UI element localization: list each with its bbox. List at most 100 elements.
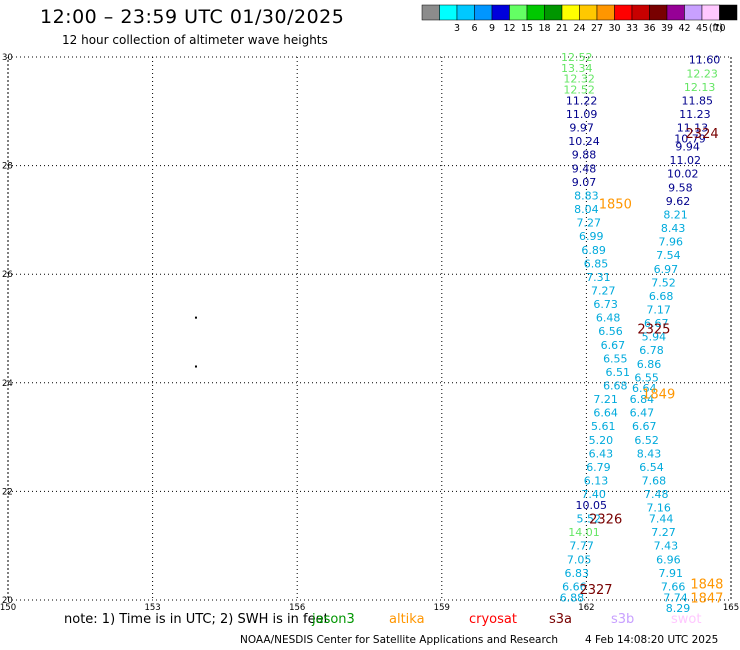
sample-dot [194,316,197,319]
swh-value-label: 7.27 [591,284,616,297]
swh-value-label: 8.29 [666,602,691,615]
swh-value-label: 6.83 [565,567,590,580]
track-id-label: 2324 [686,127,719,142]
legend-color-swatch [596,4,615,21]
swh-value-label: 11.13 [677,122,709,135]
legend-tick-label: 33 [626,23,638,34]
legend-color-swatch [544,4,563,21]
swh-value-label: 5.94 [642,331,667,344]
swh-value-label: 6.52 [634,434,659,447]
satellite-legend-s3a: s3a [549,612,573,627]
legend-tick-label: 39 [661,23,673,34]
swh-value-label: 6.55 [603,352,628,365]
track-id-label: 2327 [579,583,612,598]
satellite-legend-s3b: s3b [611,612,635,627]
swh-value-label: 7.68 [642,475,667,488]
legend-color-swatch [491,4,510,21]
note-text: note: 1) Time is in UTC; 2) SWH is in fe… [64,612,329,627]
legend-color-swatch [614,4,633,21]
swh-value-label: 6.47 [630,407,655,420]
legend-tick-label: 9 [489,23,495,34]
swh-value-label: 12.23 [686,67,718,80]
legend-tick-label: 18 [538,23,550,34]
swh-value-label: 11.22 [566,94,598,107]
legend-color-swatch [666,4,685,21]
swh-value-label: 6.13 [584,475,609,488]
x-tick-label: 165 [723,603,739,613]
swh-value-label: 7.31 [586,271,611,284]
sample-dot [194,365,197,368]
y-tick-label: 20 [2,596,13,606]
swh-value-label: 10.05 [575,499,607,512]
swh-value-label: 7.96 [659,236,684,249]
swh-value-label: 7.44 [649,513,674,526]
satellite-legend-cryosat: cryosat [469,612,517,627]
x-tick-label: 162 [578,603,594,613]
legend-color-swatch [439,4,458,21]
swh-value-label: 6.73 [593,298,618,311]
swh-value-label: 11.60 [689,54,721,67]
legend-color-swatch [631,4,650,21]
swh-value-label: 10.79 [674,132,706,145]
track-id-label: 2325 [637,323,670,338]
legend-tick-label: 24 [573,23,585,34]
legend-tick-label: 30 [608,23,620,34]
swh-value-label: 9.62 [666,195,691,208]
swh-value-label: 9.48 [572,162,597,175]
legend-tick-label: 6 [471,23,477,34]
legend-color-swatch [579,4,598,21]
swh-value-label: 6.64 [593,407,618,420]
swh-value-label: 6.86 [637,358,662,371]
legend-color-swatch [456,4,475,21]
swh-value-label: 8.21 [663,208,688,221]
swh-value-label: 8.04 [574,203,599,216]
swh-value-label: 7.21 [593,393,618,406]
swh-value-label: 7.43 [654,540,679,553]
swh-value-label: 12.52 [563,84,595,97]
swh-value-label: 11.02 [669,154,701,167]
legend-color-swatch [701,4,720,21]
swh-value-label: 6.66 [562,580,587,593]
swh-value-label: 13.34 [561,62,593,75]
legend-color-swatch [509,4,528,21]
swh-value-label: 6.79 [586,461,611,474]
swh-value-label: 9.07 [572,176,597,189]
legend-tick-label: 3 [454,23,460,34]
x-tick-label: 153 [144,603,160,613]
swh-value-label: 6.64 [632,382,657,395]
swh-value-label: 6.96 [656,553,681,566]
swh-value-label: 6.88 [560,591,585,604]
swh-value-label: 6.99 [579,230,604,243]
track-id-label: 2326 [589,513,622,528]
swh-value-label: 12.52 [561,51,593,64]
swh-value-label: 5.61 [591,420,616,433]
swh-value-label: 7.77 [569,540,594,553]
swh-value-label: 6.43 [589,447,614,460]
swh-value-label: 6.85 [584,257,609,270]
swh-value-label: 6.54 [639,461,664,474]
swh-value-label: 11.85 [682,94,714,107]
swh-value-label: 6.67 [632,420,657,433]
swh-value-label: 5.52 [577,513,602,526]
chart-subtitle: 12 hour collection of altimeter wave hei… [62,33,328,47]
swh-value-label: 5.20 [589,434,614,447]
legend-color-swatch [526,4,545,21]
swh-value-label: 7.40 [581,488,606,501]
swh-value-label: 6.68 [603,380,628,393]
swh-value-label: 8.83 [574,189,599,202]
swh-value-label: 7.27 [651,526,676,539]
chart-title: 12:00 – 23:59 UTC 01/30/2025 [40,6,345,28]
legend-color-swatch [561,4,580,21]
swh-value-label: 6.48 [596,312,621,325]
legend-unit-label: (ft) [709,23,723,34]
plot-frame [7,56,732,601]
x-tick-label: 156 [289,603,305,613]
legend-tick-label: 21 [556,23,568,34]
legend-tick-label: 27 [591,23,603,34]
swh-value-label: 6.56 [598,325,623,338]
swh-value-label: 6.67 [601,339,626,352]
x-tick-label: 159 [434,603,450,613]
swh-value-label: 6.78 [639,344,664,357]
swh-value-label: 7.16 [646,502,671,515]
